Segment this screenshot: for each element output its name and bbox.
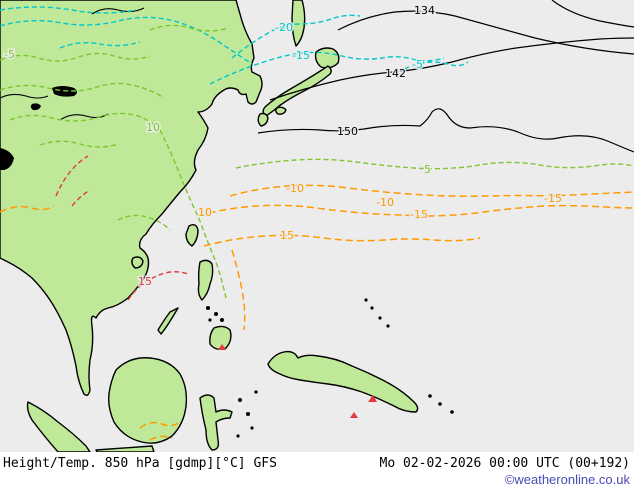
terrain-squiggle xyxy=(91,7,145,15)
temp-contour-cyan xyxy=(59,41,141,49)
coastline-palawan xyxy=(157,307,179,335)
contour-label: 15 xyxy=(138,275,152,288)
coastline-sulawesi xyxy=(199,394,233,451)
coastline-taiwan xyxy=(185,223,199,247)
contour-label: -10 xyxy=(376,196,394,209)
temp-contour-green xyxy=(117,214,171,231)
copyright-link[interactable]: ©weatheronline.co.uk xyxy=(504,472,630,487)
temp-contour-minus20 xyxy=(231,14,361,59)
temp-contours-red xyxy=(55,155,377,418)
temp-contour-orange-sw xyxy=(139,421,181,429)
coastline-borneo xyxy=(107,357,188,444)
coastline-asia-mainland xyxy=(0,0,263,397)
temp-contour-cyan xyxy=(0,6,137,14)
terrain-squiggle xyxy=(59,113,109,121)
temp-contour-green-5 xyxy=(235,158,634,170)
contour-label: 15 xyxy=(280,229,294,242)
contour-label: 10 xyxy=(146,121,160,134)
red-mark xyxy=(350,412,358,418)
coastline-kyushu xyxy=(257,112,269,127)
coastline-hainan xyxy=(131,256,144,269)
lakes-terrain xyxy=(0,7,145,170)
contour-label: 142 xyxy=(385,67,406,80)
contour-label: -15 xyxy=(292,49,310,62)
temp-contour-orange-b xyxy=(197,204,634,217)
coastline-java xyxy=(95,445,155,452)
temp-contour-green xyxy=(149,24,229,32)
temp-contour-orange-c xyxy=(203,234,481,247)
height-contour-upper-right xyxy=(551,0,634,28)
temp-contour-red xyxy=(71,189,91,207)
contour-label: -20 xyxy=(275,21,293,34)
coastline-new-guinea xyxy=(267,350,419,413)
temp-contour-orange-sw xyxy=(149,435,173,441)
temp-contour-minus15 xyxy=(209,51,445,85)
temp-contour-green xyxy=(0,52,151,62)
contour-label: -15 xyxy=(410,208,428,221)
temp-contours-green xyxy=(0,24,634,299)
weather-map: 134 142 150 -20 -15 -5 -5 10 5 10 -10 -10 -15 -15 15 15 xyxy=(0,0,634,452)
coastline-hokkaido xyxy=(314,47,340,69)
temp-contour-green-10 xyxy=(9,112,159,129)
coastline-luzon xyxy=(197,259,214,301)
height-contour-134 xyxy=(337,10,634,55)
red-mark xyxy=(218,344,226,350)
temp-contours-cyan xyxy=(0,6,469,85)
temp-contour-orange-a xyxy=(229,184,634,197)
status-bar: Height/Temp. 850 hPa [gdmp][°C] GFS Mo 0… xyxy=(0,452,634,490)
map-datetime-label: Mo 02-02-2026 00:00 UTC (00+192) xyxy=(379,456,630,471)
coastline-sakhalin xyxy=(291,0,306,47)
contour-labels-layer: 134 142 150 -20 -15 -5 -5 10 5 10 -10 -10 -15 -15 15 15 xyxy=(3,3,564,290)
terrain-squiggle xyxy=(0,93,49,99)
temp-contour-orange-philippines xyxy=(231,249,246,331)
temp-contour-green xyxy=(0,82,165,99)
lake-small xyxy=(30,103,41,111)
map-parameter-label: Height/Temp. 850 hPa [gdmp][°C] GFS xyxy=(3,456,277,471)
contour-label: -15 xyxy=(544,192,562,205)
contour-label: 150 xyxy=(337,125,358,138)
contour-label: 134 xyxy=(414,4,435,17)
temp-contour-cyan xyxy=(0,16,253,65)
contour-label: 10 xyxy=(198,206,212,219)
contour-label: 5 xyxy=(424,163,431,176)
contour-label: -5 xyxy=(412,58,423,71)
landmasses xyxy=(0,0,454,452)
caspian-edge xyxy=(0,148,14,170)
temp-contour-green-coastal xyxy=(159,129,227,299)
small-islands xyxy=(206,298,454,438)
height-contour-142 xyxy=(269,37,634,101)
coastline-sumatra xyxy=(26,401,91,452)
contour-label: -10 xyxy=(286,182,304,195)
coastline-shikoku xyxy=(275,106,287,115)
height-contour-150 xyxy=(257,108,634,153)
height-contours xyxy=(257,0,634,153)
contour-label: -5 xyxy=(4,48,15,61)
red-mark xyxy=(368,395,377,402)
temp-contour-orange-left xyxy=(0,205,55,213)
temp-contours-orange xyxy=(0,184,634,441)
temp-contour-green xyxy=(39,140,119,148)
temp-contour-red xyxy=(55,155,89,197)
coastline-mindanao xyxy=(209,325,232,351)
